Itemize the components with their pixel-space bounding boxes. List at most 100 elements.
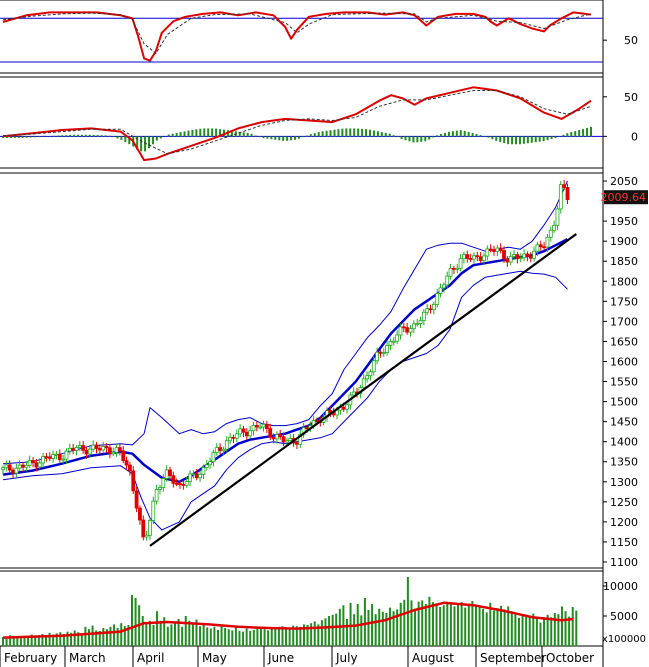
volume-bar [564,611,567,646]
candle-body [238,428,243,435]
candle-body [411,323,416,329]
macd-histogram-bar [365,129,368,137]
volume-bar [310,623,313,646]
macd-histogram-bar [171,133,174,137]
macd-histogram-bar [69,134,72,137]
macd-histogram-bar [21,136,24,138]
candle-body [84,449,89,455]
volume-bar [371,604,374,646]
price-ytick-label: 1600 [610,355,638,368]
volume-bar [37,635,40,646]
candle-body [121,450,126,462]
macd-histogram-bar [349,128,352,137]
volume-bar [568,616,571,646]
macd-histogram-bar [562,134,565,137]
candle-body [178,483,182,485]
macd-histogram-bar [384,132,387,137]
candle-body [198,473,202,479]
candle-body [398,326,403,336]
volume-bar [91,625,94,646]
macd-histogram-bar [515,136,518,145]
volume-bar [449,604,452,646]
volume-bar [202,624,205,646]
volume-bar [213,626,216,646]
candle-body [31,460,35,464]
macd-histogram-bar [538,136,541,142]
volume-bar [467,605,470,646]
candle-body [445,275,450,286]
volume-bar [141,616,144,646]
macd-histogram-bar [345,128,348,137]
volume-bar [464,607,467,646]
volume-bar [295,626,298,646]
volume-bar [482,608,485,646]
candle-body [475,255,480,258]
volume-bar [242,631,245,646]
candle-body [244,431,249,437]
macd-histogram-bar [463,130,466,137]
macd-histogram-bar [554,136,557,138]
volume-bar [510,611,513,646]
chart-content [0,11,603,646]
macd-histogram-bar [522,136,525,144]
candle-body [381,352,386,354]
volume-bar [543,619,546,646]
volume-bar [403,599,406,646]
candle-body [548,229,553,238]
volume-bar [245,628,248,646]
candle-body [535,244,540,252]
candle-body [131,470,136,492]
candle-body [488,248,493,251]
candle-body [555,208,560,226]
macd-histogram-bar [313,133,316,137]
volume-bar [44,635,47,646]
macd-histogram-bar [436,135,439,137]
macd-histogram-bar [479,135,482,137]
macd-histogram-bar [511,136,514,145]
macd-histogram-bar [258,136,261,138]
macd-histogram-bar [238,131,241,137]
macd-histogram-bar [80,134,83,137]
candle-body [204,464,209,468]
price-ytick-label: 1750 [610,295,638,308]
macd-histogram-bar [590,126,592,137]
macd-ytick-label: 50 [624,91,638,104]
macd-histogram-bar [329,130,332,137]
volume-bar [478,607,481,646]
price-ytick-label: 1250 [610,496,638,509]
volume-bar [324,618,327,646]
macd-histogram-bar [416,136,419,143]
macd-histogram-bar [159,136,162,139]
volume-bar [62,634,65,646]
volume-bar [134,598,137,646]
candle-body [194,473,199,479]
volume-bar [288,628,291,646]
volume-bar [148,620,151,646]
macd-histogram-bar [507,136,510,145]
candle-body [522,253,526,259]
macd-histogram-bar [404,136,407,141]
volume-bar [199,626,202,646]
candle-body [295,442,299,445]
macd-histogram-bar [570,132,573,137]
volume-bar [206,627,209,646]
volume-bar [385,613,388,646]
volume-bar [80,633,83,646]
candle-body [44,456,49,458]
candle-body [545,236,550,248]
candle-body [221,448,226,451]
macd-histogram-bar [495,136,498,141]
macd-histogram-bar [333,129,336,137]
volume-bar [367,610,370,646]
candle-body [472,255,476,260]
candle-body [565,187,570,201]
volume-bar [313,621,316,646]
candle-body [532,250,536,259]
volume-bar [195,619,198,646]
candle-body [191,473,196,476]
candle-body [431,303,436,311]
macd-histogram-bar [5,136,8,138]
macd-histogram-bar [566,133,569,137]
macd-series-0 [2,86,592,162]
volume-bar [410,600,413,646]
